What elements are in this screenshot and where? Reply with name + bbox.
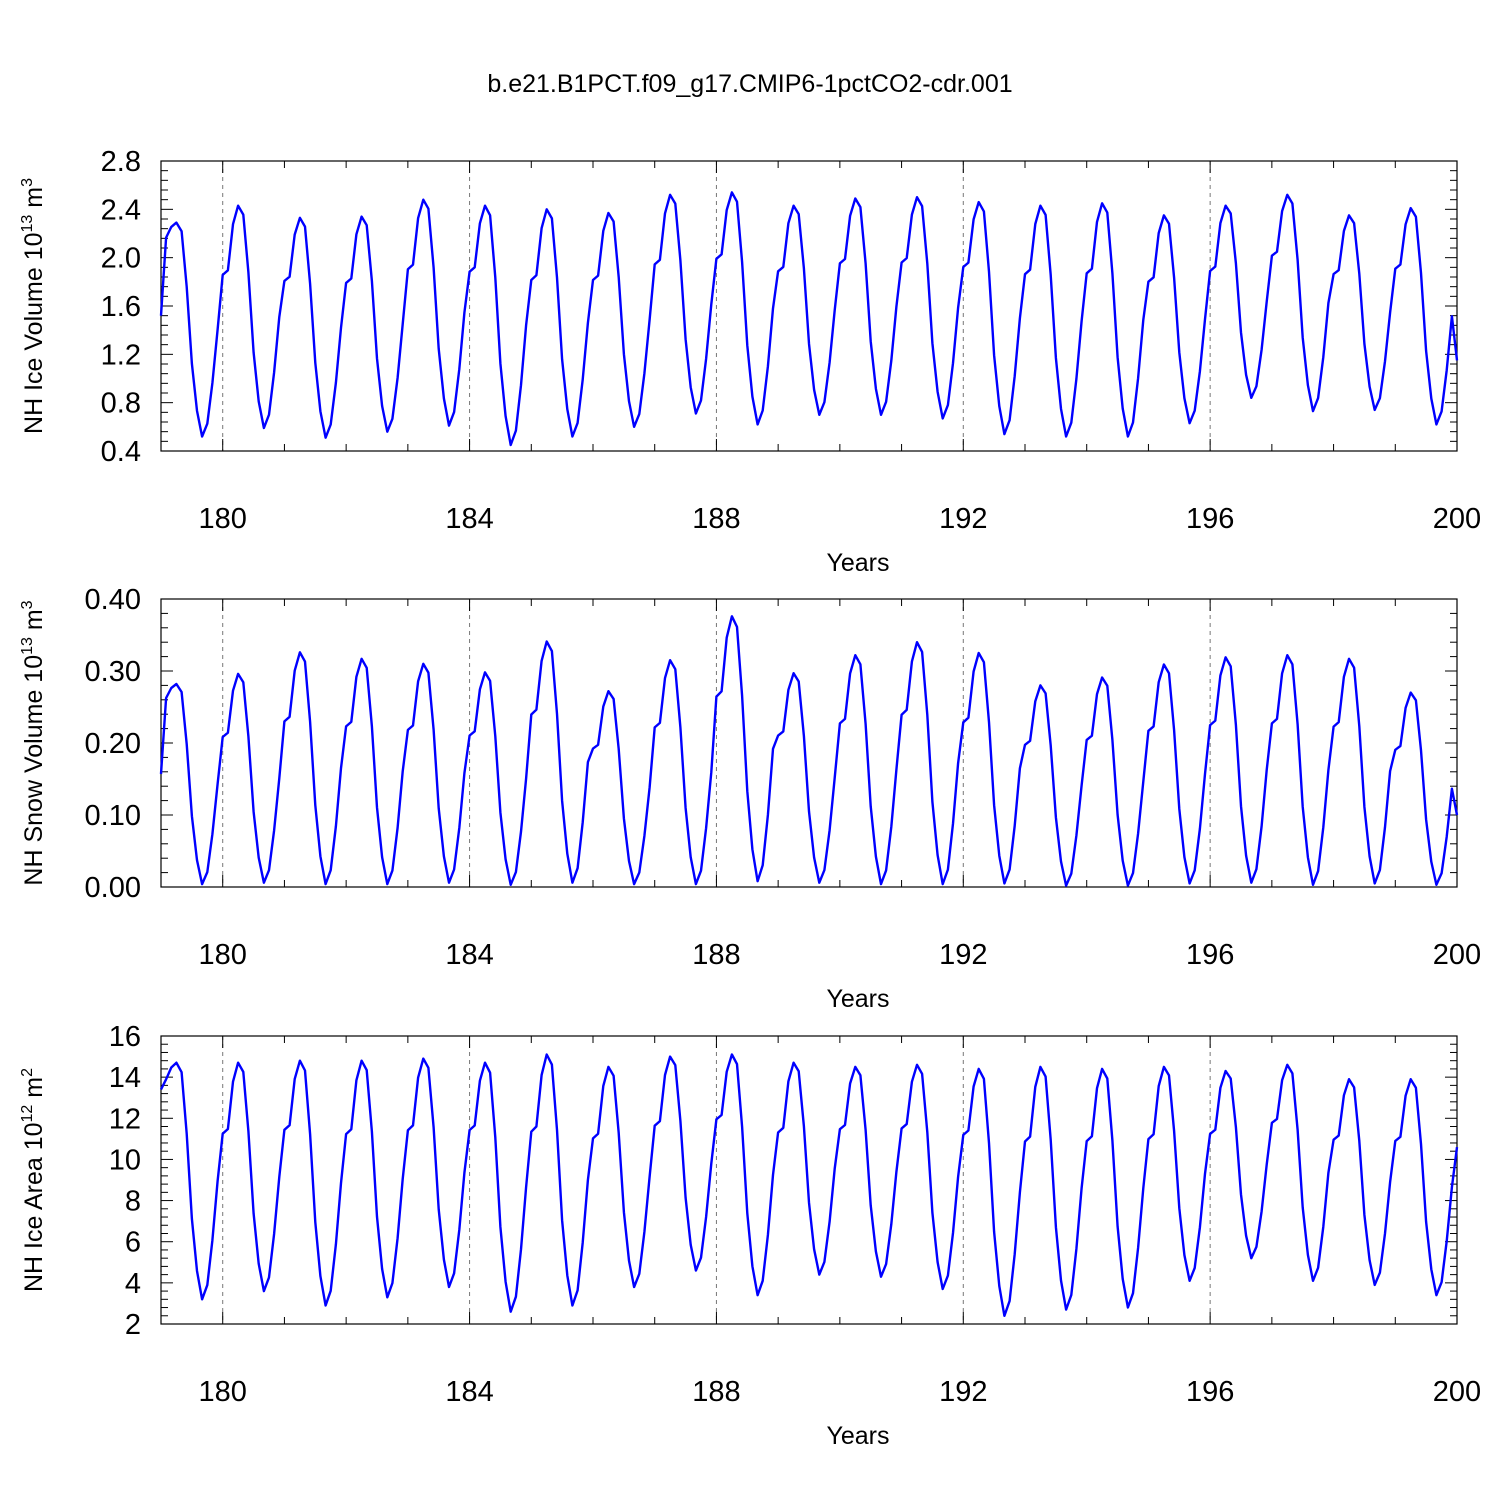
y-tick-label: 2.8 [101, 146, 141, 178]
x-tick-label: 180 [199, 1376, 247, 1408]
y-tick-label: 0.40 [85, 584, 141, 616]
y-axis-label: NH Ice Volume 1013 m3 [19, 178, 48, 434]
x-tick-label: 196 [1186, 1376, 1234, 1408]
y-tick-label: 0.00 [85, 872, 141, 904]
y-tick-label: 1.2 [101, 339, 141, 371]
x-tick-label: 188 [692, 503, 740, 535]
x-tick-label: 200 [1433, 503, 1481, 535]
x-tick-label: 188 [692, 1376, 740, 1408]
x-tick-label: 200 [1433, 1376, 1481, 1408]
x-axis-label: Years [826, 1422, 889, 1450]
x-tick-label: 188 [692, 939, 740, 971]
y-tick-label: 8 [125, 1186, 141, 1218]
y-tick-label: 12 [109, 1103, 141, 1135]
y-tick-label: 0.8 [101, 388, 141, 420]
x-axis-label: Years [826, 985, 889, 1013]
y-tick-label: 16 [109, 1021, 141, 1053]
y-axis-label: NH Snow Volume 1013 m3 [19, 600, 48, 885]
chart-panel-1: 0.4 0.8 1.2 1.6 2.0 2.4 2.8 180 184 188 192 196 200 Y… [19, 146, 1481, 577]
chart-panel-3: 2 4 6 8 10 12 14 16 180 184 188 192 196 200 Years NH Ic… [19, 1021, 1481, 1450]
x-tick-label: 200 [1433, 939, 1481, 971]
x-axis-label: Years [826, 549, 889, 577]
y-axis-label: NH Ice Area 1012 m2 [19, 1068, 48, 1292]
x-tick-label: 196 [1186, 503, 1234, 535]
x-tick-label: 192 [939, 939, 987, 971]
y-tick-label: 6 [125, 1227, 141, 1259]
y-tick-label: 2 [125, 1309, 141, 1341]
x-tick-label: 184 [445, 1376, 493, 1408]
plot-frame [160, 598, 1458, 888]
x-tick-label: 184 [445, 939, 493, 971]
plot-frame [160, 1035, 1458, 1325]
x-tick-label: 196 [1186, 939, 1234, 971]
plot-frame [160, 160, 1458, 452]
chart-panel-2: 0.00 0.10 0.20 0.30 0.40 180 184 188 192 196 200 Ye… [19, 584, 1481, 1013]
y-tick-label: 2.4 [101, 194, 141, 226]
y-tick-label: 2.0 [101, 243, 141, 275]
x-tick-label: 180 [199, 503, 247, 535]
y-tick-label: 1.6 [101, 291, 141, 323]
series-line-1 [159, 191, 1459, 447]
x-tick-label: 180 [199, 939, 247, 971]
y-tick-label: 14 [109, 1062, 141, 1094]
y-tick-label: 0.10 [85, 800, 141, 832]
y-tick-label: 0.30 [85, 656, 141, 688]
y-tick-label: 4 [125, 1268, 141, 1300]
x-tick-label: 192 [939, 1376, 987, 1408]
series-line-1 [159, 1053, 1459, 1317]
y-tick-label: 0.20 [85, 728, 141, 760]
x-tick-label: 184 [445, 503, 493, 535]
x-tick-label: 192 [939, 503, 987, 535]
y-tick-label: 10 [109, 1144, 141, 1176]
y-tick-label: 0.4 [101, 436, 141, 468]
page-title: b.e21.B1PCT.f09_g17.CMIP6-1pctCO2-cdr.00… [487, 70, 1013, 98]
series-line-1 [159, 615, 1459, 887]
